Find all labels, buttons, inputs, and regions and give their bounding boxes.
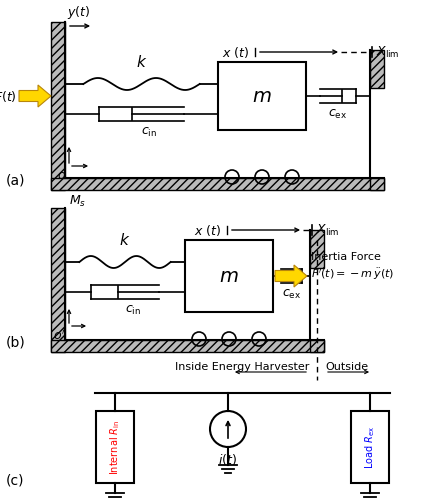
Bar <box>218 62 306 130</box>
Text: $X_\mathrm{lim}$: $X_\mathrm{lim}$ <box>316 222 340 238</box>
Polygon shape <box>19 85 51 107</box>
Text: $x\ (t)$: $x\ (t)$ <box>194 222 221 238</box>
Text: Inertia Force: Inertia Force <box>311 252 381 262</box>
Text: $x\ (t)$: $x\ (t)$ <box>221 44 249 60</box>
Bar <box>310 230 324 268</box>
Text: $X_\mathrm{lim}$: $X_\mathrm{lim}$ <box>376 44 400 60</box>
Text: $o$: $o$ <box>57 169 66 182</box>
Bar <box>351 411 389 483</box>
Text: $F'(t) = -m\,\ddot{y}(t)$: $F'(t) = -m\,\ddot{y}(t)$ <box>311 266 394 281</box>
Text: Internal $R_\mathrm{in}$: Internal $R_\mathrm{in}$ <box>108 420 122 474</box>
Text: $c_\mathrm{in}$: $c_\mathrm{in}$ <box>141 126 157 139</box>
Text: $M_s$: $M_s$ <box>69 194 86 209</box>
Bar <box>51 340 324 352</box>
Polygon shape <box>275 265 307 287</box>
Bar <box>51 22 65 190</box>
Bar <box>310 340 324 352</box>
Text: $F(t)$: $F(t)$ <box>0 88 17 104</box>
Text: $y(t)$: $y(t)$ <box>67 4 90 21</box>
Text: $k$: $k$ <box>136 54 147 70</box>
Text: $k$: $k$ <box>119 232 131 248</box>
Bar <box>185 240 273 312</box>
Text: $c_\mathrm{ex}$: $c_\mathrm{ex}$ <box>282 288 301 301</box>
Text: (c): (c) <box>6 473 24 487</box>
Text: (b): (b) <box>6 336 26 350</box>
Text: $i(t)$: $i(t)$ <box>218 452 238 467</box>
Text: (a): (a) <box>6 174 25 188</box>
Text: $o'$: $o'$ <box>54 329 66 344</box>
Text: $m$: $m$ <box>219 266 239 285</box>
Bar <box>51 178 384 190</box>
Text: Load $R_\mathrm{ex}$: Load $R_\mathrm{ex}$ <box>363 426 377 469</box>
Text: $c_\mathrm{in}$: $c_\mathrm{in}$ <box>125 304 141 317</box>
Text: Outside: Outside <box>325 362 368 372</box>
Bar <box>96 411 134 483</box>
Bar <box>370 178 384 190</box>
Bar <box>51 208 65 352</box>
Text: $c_\mathrm{ex}$: $c_\mathrm{ex}$ <box>328 108 347 121</box>
Text: Inside Energy Harvester: Inside Energy Harvester <box>175 362 309 372</box>
Bar <box>370 50 384 88</box>
Text: $m$: $m$ <box>252 86 272 106</box>
